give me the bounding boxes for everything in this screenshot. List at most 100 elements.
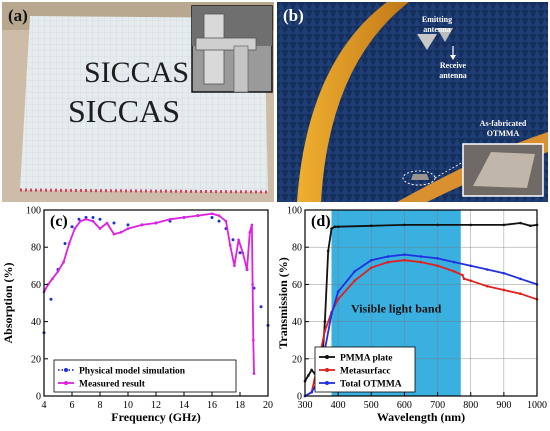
legend-box — [53, 359, 237, 393]
data-point — [436, 257, 439, 260]
data-point — [79, 219, 82, 223]
data-point — [323, 329, 327, 333]
data-point — [462, 277, 466, 281]
chart-c: 4 6 8 10 12 14 16 18 20 0 20 40 60 80 100 Frequency (GH… — [0, 204, 275, 431]
down-arrow-icon — [450, 55, 456, 60]
data-point — [461, 273, 464, 277]
plot-frame — [304, 209, 538, 397]
data-point — [485, 268, 489, 271]
data-point — [224, 219, 228, 223]
panel-b-svg: Emitting antenna Receive antenna As-fabr… — [277, 2, 548, 202]
y-tick-label: 40 — [292, 317, 302, 328]
data-point — [326, 249, 330, 253]
data-point — [386, 260, 390, 264]
data-point — [217, 214, 221, 217]
x-tick-label: 16 — [207, 400, 217, 411]
data-point — [63, 241, 67, 245]
data-point — [238, 251, 242, 255]
emitting-antenna-icon — [417, 34, 437, 50]
legend-swatch-marker — [325, 368, 329, 372]
data-point — [251, 283, 254, 286]
band-label: Visible light band — [351, 301, 442, 315]
x-tick-label: 8 — [98, 400, 103, 411]
chart-c-svg: 4 6 8 10 12 14 16 18 20 0 20 40 60 80 100 Frequency (GH… — [1, 206, 273, 425]
measurement-arch — [297, 2, 409, 202]
x-tick-label: 20 — [263, 400, 273, 411]
y-tick-label: 20 — [31, 354, 41, 365]
ruler-marks — [19, 188, 269, 194]
x-tick-label: 600 — [397, 400, 412, 411]
x-tick-label: 500 — [364, 400, 379, 411]
data-point — [353, 279, 357, 282]
legend-label: Measured result — [79, 380, 146, 390]
siccas-text-2: SICCAS — [68, 93, 180, 129]
x-tick-label: 800 — [463, 400, 478, 411]
panel-a-tag: (a) — [8, 6, 28, 25]
panel-a-svg: SICCAS SICCAS — [2, 2, 274, 202]
series-line-1 — [304, 259, 538, 397]
x-tick-label: 10 — [123, 400, 133, 411]
data-point — [49, 297, 53, 301]
data-point — [386, 255, 390, 258]
legend-label: Physical model simulation — [79, 367, 186, 377]
emit-label-1: Emitting — [422, 15, 452, 24]
panel-tag: (d) — [311, 213, 331, 230]
data-point — [485, 284, 489, 288]
x-axis-label: Wavelength (nm) — [377, 410, 465, 424]
data-point — [196, 214, 200, 217]
series-line-1 — [43, 212, 255, 374]
data-point — [62, 260, 65, 264]
data-point — [112, 232, 116, 236]
data-point — [419, 255, 423, 258]
data-point — [105, 221, 109, 225]
data-point — [369, 224, 373, 228]
data-point — [310, 368, 313, 372]
receive-label-2: antenna — [439, 71, 467, 80]
x-tick-label: 700 — [430, 400, 445, 411]
data-point — [469, 223, 473, 227]
y-tick-label: 100 — [26, 206, 41, 217]
data-point — [126, 223, 130, 227]
data-point — [67, 242, 71, 245]
y-tick-label: 20 — [292, 354, 302, 365]
data-point — [353, 270, 357, 273]
data-point — [228, 244, 232, 247]
data-point — [168, 218, 172, 221]
fabricated-label-1: As-fabricated — [480, 119, 527, 128]
data-point — [98, 217, 102, 221]
siccas-text-1: SICCAS — [84, 56, 189, 89]
data-point — [182, 216, 186, 219]
data-point — [369, 258, 373, 262]
data-point — [369, 266, 373, 269]
data-point — [330, 312, 333, 316]
x-tick-label: 6 — [70, 400, 75, 411]
data-point — [519, 292, 522, 295]
data-point — [436, 223, 439, 227]
data-point — [119, 231, 123, 234]
data-point — [452, 270, 456, 273]
data-point — [436, 264, 439, 268]
data-point — [452, 260, 456, 264]
data-point — [330, 227, 333, 230]
data-point — [154, 221, 158, 225]
legend-swatch-marker — [64, 381, 68, 385]
panel-tag: (c) — [50, 213, 68, 230]
data-point — [73, 227, 77, 230]
x-tick-label: 1000 — [527, 400, 547, 411]
caliper-inset — [191, 5, 273, 93]
receive-label-1: Receive — [440, 61, 467, 70]
data-point — [84, 215, 88, 219]
y-tick-label: 60 — [292, 280, 302, 291]
sample-photo-icon — [473, 152, 535, 188]
data-point — [126, 227, 130, 230]
data-point — [140, 223, 144, 227]
legend-label: PMMA plate — [340, 354, 393, 364]
data-point — [310, 390, 313, 394]
data-point — [252, 338, 255, 342]
data-point — [56, 270, 60, 273]
data-point — [245, 268, 249, 271]
data-point — [231, 238, 235, 242]
data-point — [112, 221, 116, 225]
data-point — [336, 225, 340, 229]
